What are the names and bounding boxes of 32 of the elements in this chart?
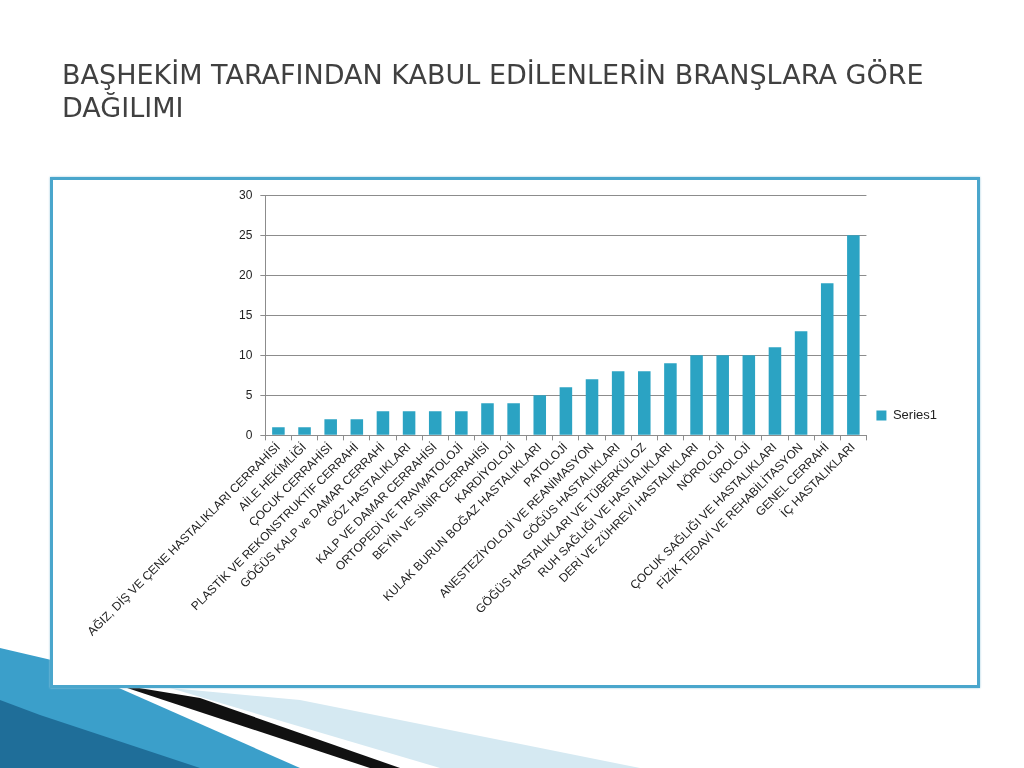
- bar: [350, 419, 364, 435]
- chart-title: BAŞHEKİM TARAFINDAN KABUL EDİLENLERİN BRANŞLARA GÖRE DAĞILIMI: [62, 58, 925, 124]
- bar: [611, 371, 625, 435]
- bar: [324, 419, 337, 435]
- bar: [481, 403, 494, 435]
- y-tick-label: 25: [238, 227, 253, 242]
- bar: [742, 355, 756, 435]
- y-tick-label: 20: [238, 267, 253, 282]
- bar: [455, 411, 468, 435]
- bar: [533, 395, 547, 435]
- bar: [428, 411, 442, 435]
- y-tick-label: 15: [238, 307, 253, 322]
- bar: [376, 411, 390, 435]
- bar: [664, 363, 677, 435]
- bar: [716, 355, 729, 435]
- legend-label: Series1: [892, 407, 937, 423]
- bar: [507, 403, 520, 435]
- bar: [559, 387, 573, 435]
- bar: [585, 379, 599, 435]
- y-tick-label: 5: [245, 387, 253, 402]
- bar: [847, 235, 860, 435]
- bar: [402, 411, 416, 435]
- y-tick-label: 0: [245, 427, 253, 442]
- bar: [768, 347, 782, 435]
- bar: [272, 427, 285, 435]
- y-tick-label: 30: [238, 187, 253, 202]
- bar: [794, 331, 808, 435]
- bar: [820, 283, 834, 435]
- bar: [638, 371, 651, 435]
- y-tick-label: 10: [238, 347, 253, 362]
- bar: [298, 427, 311, 435]
- bar: [690, 355, 703, 435]
